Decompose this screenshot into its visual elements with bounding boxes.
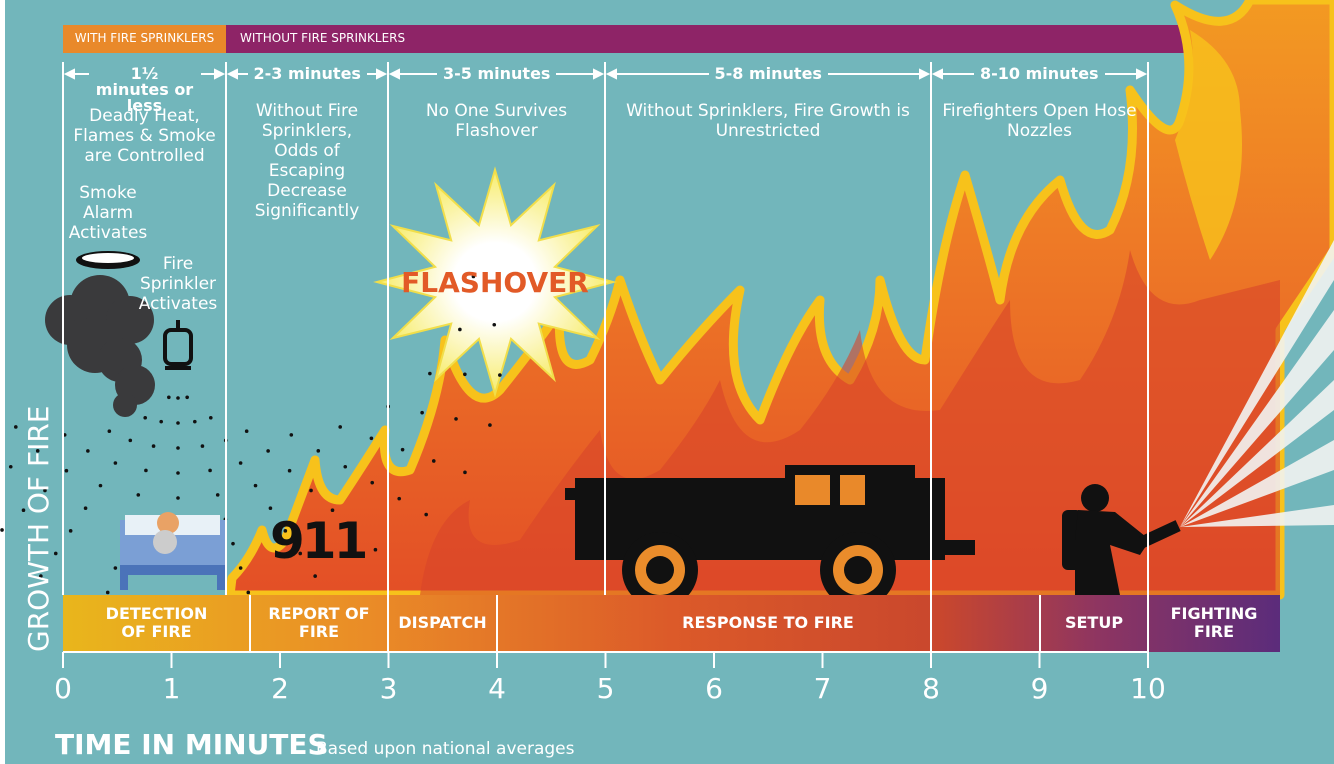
interval-duration: 2-3 minutes [248, 66, 367, 82]
drop [309, 489, 313, 493]
drop [397, 497, 401, 501]
tick-label: 9 [1010, 672, 1070, 705]
axis-note: Based upon national averages [316, 739, 575, 759]
phase-label: REPORT OF FIRE [264, 605, 374, 641]
drop [313, 574, 317, 578]
drop [209, 416, 213, 420]
tick-label: 5 [576, 672, 636, 705]
drop [176, 496, 180, 500]
interval-description: Deadly Heat, Flames & Smoke are Controll… [63, 106, 226, 166]
smoke-alarm-label: Smoke Alarm Activates [68, 183, 148, 243]
drop [316, 449, 320, 453]
phase-label: DETECTION OF FIRE [102, 605, 212, 641]
drop [176, 471, 180, 475]
drop [114, 461, 118, 465]
drop [193, 420, 197, 424]
interval-duration: 3-5 minutes [437, 66, 556, 82]
drop [343, 465, 347, 469]
tick-label: 2 [250, 672, 310, 705]
drop [488, 423, 492, 427]
tick-label: 8 [901, 672, 961, 705]
drop [176, 446, 180, 450]
phase-label: SETUP [1040, 614, 1148, 632]
phase-label: DISPATCH [388, 614, 497, 632]
interval-duration: 8-10 minutes [974, 66, 1105, 82]
interval-description: Firefighters Open Hose Nozzles [931, 101, 1148, 141]
drop [159, 420, 163, 424]
without-sprinklers-label: WITHOUT FIRE SPRINKLERS [240, 31, 405, 45]
interval-description: No One Survives Flashover [388, 101, 605, 141]
tick-label: 3 [359, 672, 419, 705]
drop [69, 529, 73, 533]
drop [14, 425, 18, 429]
drop [128, 439, 132, 443]
drop [463, 373, 467, 377]
drop [338, 425, 342, 429]
drop [136, 493, 140, 497]
interval-description: Without Fire Sprinklers, Odds of Escapin… [242, 101, 372, 221]
drop [65, 469, 69, 473]
drop [370, 481, 374, 485]
sprinkler-label: Fire Sprinkler Activates [133, 254, 223, 314]
drop [167, 395, 171, 399]
drop [374, 548, 378, 552]
tick-label: 6 [684, 672, 744, 705]
tick-label: 10 [1118, 672, 1178, 705]
drop [463, 471, 467, 475]
drop [216, 493, 220, 497]
drop [246, 591, 250, 595]
infographic: WITH FIRE SPRINKLERS WITHOUT FIRE SPRINK… [0, 0, 1334, 764]
drop [108, 429, 112, 433]
tick-label: 0 [33, 672, 93, 705]
drop [401, 448, 405, 452]
drop [231, 542, 235, 546]
drop [454, 417, 458, 421]
drop [185, 395, 189, 399]
drop [239, 566, 243, 570]
drop [245, 429, 249, 433]
phase-label: FIGHTING FIRE [1159, 605, 1269, 641]
with-sprinklers-label: WITH FIRE SPRINKLERS [63, 31, 226, 45]
drop [458, 328, 462, 332]
tick-label: 7 [793, 672, 853, 705]
drop [106, 591, 110, 595]
flashover-label: FLASHOVER [395, 266, 595, 299]
drop [432, 459, 436, 463]
tick-label: 4 [467, 672, 527, 705]
drop [269, 506, 273, 510]
drop [424, 513, 428, 517]
drop [208, 469, 212, 473]
drop [86, 449, 90, 453]
drop [428, 372, 432, 376]
drop [370, 437, 374, 441]
drop [9, 465, 13, 469]
drop [114, 566, 118, 570]
drop [492, 323, 496, 327]
drop [254, 484, 258, 488]
drop [176, 421, 180, 425]
phase-label: RESPONSE TO FIRE [605, 614, 931, 632]
drop [152, 444, 156, 448]
drop [239, 461, 243, 465]
interval-duration: 5-8 minutes [709, 66, 828, 82]
smoke-alarm-face [82, 253, 134, 263]
drop [84, 506, 88, 510]
drop [420, 411, 424, 415]
drop [288, 469, 292, 473]
call-911: 911 [270, 512, 360, 570]
drop [99, 484, 103, 488]
drop [143, 416, 147, 420]
y-axis-label: GROWTH OF FIRE [22, 406, 55, 653]
x-axis-label: TIME IN MINUTES [55, 728, 328, 761]
interval-description: Without Sprinklers, Fire Growth is Unres… [605, 101, 931, 141]
drop [289, 433, 293, 437]
drop [266, 449, 270, 453]
drop [144, 469, 148, 473]
drop [498, 373, 502, 377]
drop [176, 396, 180, 400]
tick-label: 1 [142, 672, 202, 705]
drop [201, 444, 205, 448]
drop [0, 528, 4, 532]
